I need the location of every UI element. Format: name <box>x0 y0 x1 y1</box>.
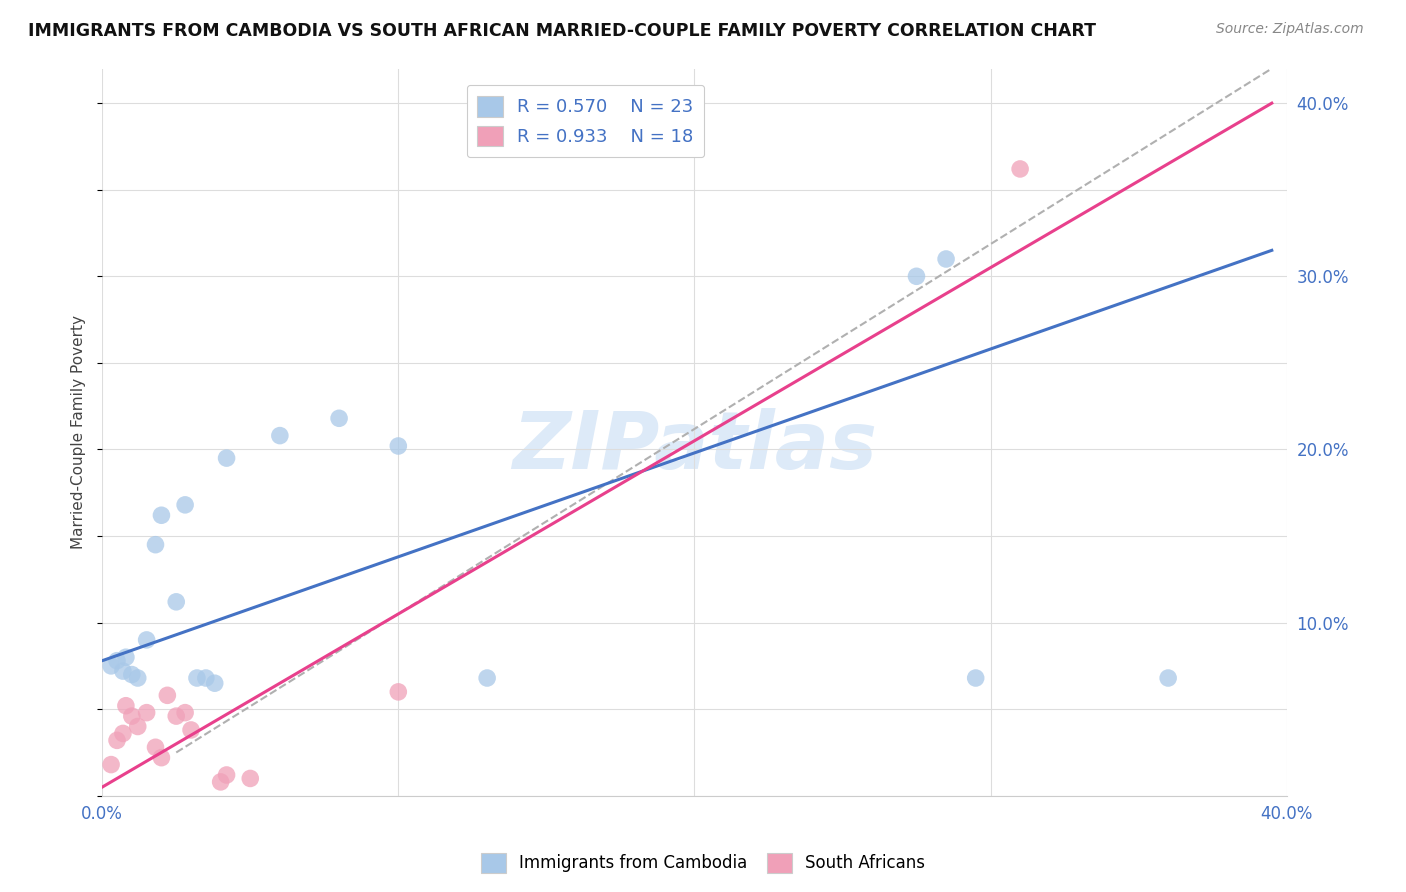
Point <box>145 740 167 755</box>
Text: ZIPatlas: ZIPatlas <box>512 408 877 485</box>
Point <box>156 689 179 703</box>
Text: Source: ZipAtlas.com: Source: ZipAtlas.com <box>1216 22 1364 37</box>
Point <box>115 698 138 713</box>
Point <box>387 439 409 453</box>
Point <box>100 757 122 772</box>
Point <box>121 709 143 723</box>
Point <box>204 676 226 690</box>
Point <box>100 659 122 673</box>
Point <box>387 685 409 699</box>
Legend: R = 0.570    N = 23, R = 0.933    N = 18: R = 0.570 N = 23, R = 0.933 N = 18 <box>467 85 704 157</box>
Point <box>215 451 238 466</box>
Point <box>165 595 187 609</box>
Y-axis label: Married-Couple Family Poverty: Married-Couple Family Poverty <box>72 315 86 549</box>
Point <box>135 632 157 647</box>
Point <box>194 671 217 685</box>
Text: IMMIGRANTS FROM CAMBODIA VS SOUTH AFRICAN MARRIED-COUPLE FAMILY POVERTY CORRELAT: IMMIGRANTS FROM CAMBODIA VS SOUTH AFRICA… <box>28 22 1097 40</box>
Point <box>269 428 291 442</box>
Point <box>215 768 238 782</box>
Point <box>174 498 197 512</box>
Point <box>1010 161 1032 176</box>
Point <box>475 671 498 685</box>
Point <box>135 706 157 720</box>
Point <box>186 671 208 685</box>
Point <box>965 671 987 685</box>
Point <box>127 671 149 685</box>
Point <box>127 719 149 733</box>
Point <box>165 709 187 723</box>
Point <box>115 650 138 665</box>
Point <box>150 508 173 523</box>
Point <box>180 723 202 737</box>
Point <box>1157 671 1180 685</box>
Point <box>209 775 232 789</box>
Point <box>174 706 197 720</box>
Point <box>239 772 262 786</box>
Point <box>935 252 957 266</box>
Point <box>905 269 928 284</box>
Legend: Immigrants from Cambodia, South Africans: Immigrants from Cambodia, South Africans <box>474 847 932 880</box>
Point <box>111 664 134 678</box>
Point <box>150 750 173 764</box>
Point <box>105 654 128 668</box>
Point <box>145 538 167 552</box>
Point <box>121 667 143 681</box>
Point <box>111 726 134 740</box>
Point <box>328 411 350 425</box>
Point <box>105 733 128 747</box>
